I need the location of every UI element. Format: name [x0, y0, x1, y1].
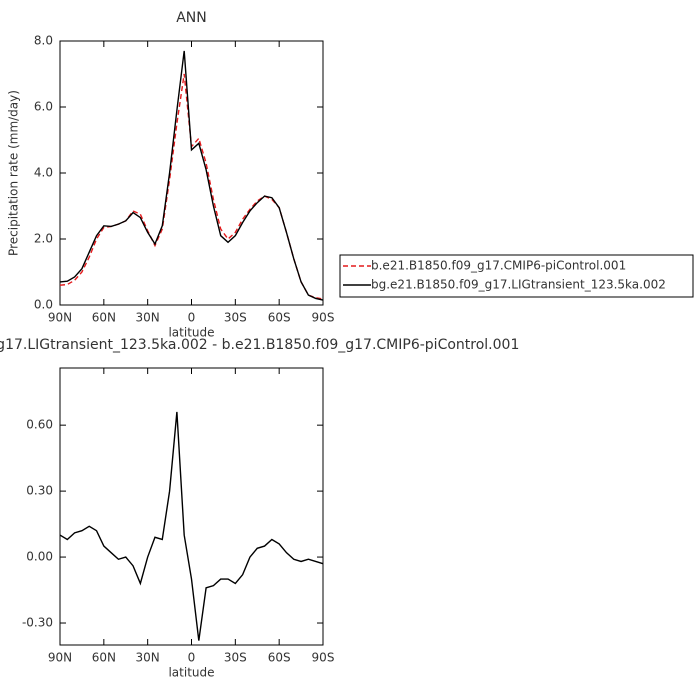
y-tick-label: 6.0 — [34, 100, 53, 114]
x-tick-label: 60N — [92, 651, 116, 665]
x-tick-label: 30S — [224, 311, 247, 325]
plot-frame — [59, 367, 324, 646]
chart-title: bg.e21.B1850.f09_g17.LIGtransient_123.5k… — [0, 337, 519, 353]
data-line — [59, 73, 324, 300]
y-tick-label: 0.60 — [26, 418, 53, 432]
y-tick-label: 2.0 — [34, 232, 53, 246]
y-tick-label: 8.0 — [34, 34, 53, 48]
x-tick-label: 0 — [188, 651, 196, 665]
legend-box — [339, 254, 694, 298]
plot-frame — [59, 40, 324, 306]
x-tick-label: 30N — [136, 311, 160, 325]
data-line — [59, 411, 324, 641]
chart-title: ANN — [176, 10, 207, 26]
x-tick-label: 60S — [268, 651, 291, 665]
x-axis-label: latitude — [168, 326, 214, 340]
y-axis-label: Precipitation rate (mm/day) — [7, 90, 21, 256]
x-tick-label: 60N — [92, 311, 116, 325]
legend-label: bg.e21.B1850.f09_g17.LIGtransient_123.5k… — [371, 278, 666, 292]
x-tick-label: 90N — [48, 651, 72, 665]
y-tick-label: -0.30 — [22, 616, 53, 630]
x-tick-label: 30S — [224, 651, 247, 665]
x-tick-label: 90S — [312, 311, 335, 325]
data-line — [59, 50, 324, 301]
x-axis-label: latitude — [168, 666, 214, 680]
y-tick-label: 0.0 — [34, 298, 53, 312]
y-tick-label: 0.00 — [26, 550, 53, 564]
y-tick-label: 0.30 — [26, 484, 53, 498]
x-tick-label: 90N — [48, 311, 72, 325]
x-tick-label: 30N — [136, 651, 160, 665]
x-tick-label: 90S — [312, 651, 335, 665]
x-tick-label: 0 — [188, 311, 196, 325]
x-tick-label: 60S — [268, 311, 291, 325]
y-tick-label: 4.0 — [34, 166, 53, 180]
legend-label: b.e21.B1850.f09_g17.CMIP6-piControl.001 — [371, 259, 626, 273]
